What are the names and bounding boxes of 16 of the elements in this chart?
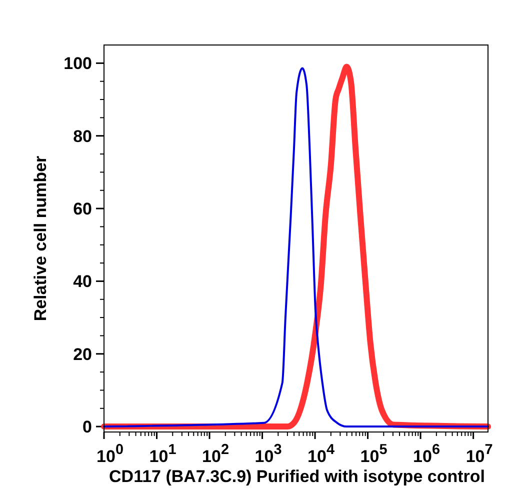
y-axis-title: Relative cell number xyxy=(31,155,50,322)
y-tick-label: 100 xyxy=(64,54,92,74)
x-tick-label: 10$^{6}$ xyxy=(413,442,440,466)
y-tick-label: 40 xyxy=(73,272,92,292)
x-tick-label: 10$^{2}$ xyxy=(202,442,229,466)
x-axis-title: CD117 (BA7.3C.9) Purified with isotype control xyxy=(109,467,485,486)
x-tick-label: 10$^{1}$ xyxy=(149,442,176,466)
y-tick-label: 60 xyxy=(73,200,92,219)
x-tick-label: 10$^{7}$ xyxy=(466,442,493,466)
x-tick-label: 10$^{3}$ xyxy=(254,442,282,466)
x-tick-label: 10$^{4}$ xyxy=(308,442,334,466)
y-tick-label: 80 xyxy=(73,126,92,146)
x-tick-label: 10$^{0}$ xyxy=(96,442,124,466)
x-tick-label: 10$^{5}$ xyxy=(360,442,388,466)
y-tick-label: 20 xyxy=(73,344,92,364)
y-tick-label: 0 xyxy=(82,418,92,437)
